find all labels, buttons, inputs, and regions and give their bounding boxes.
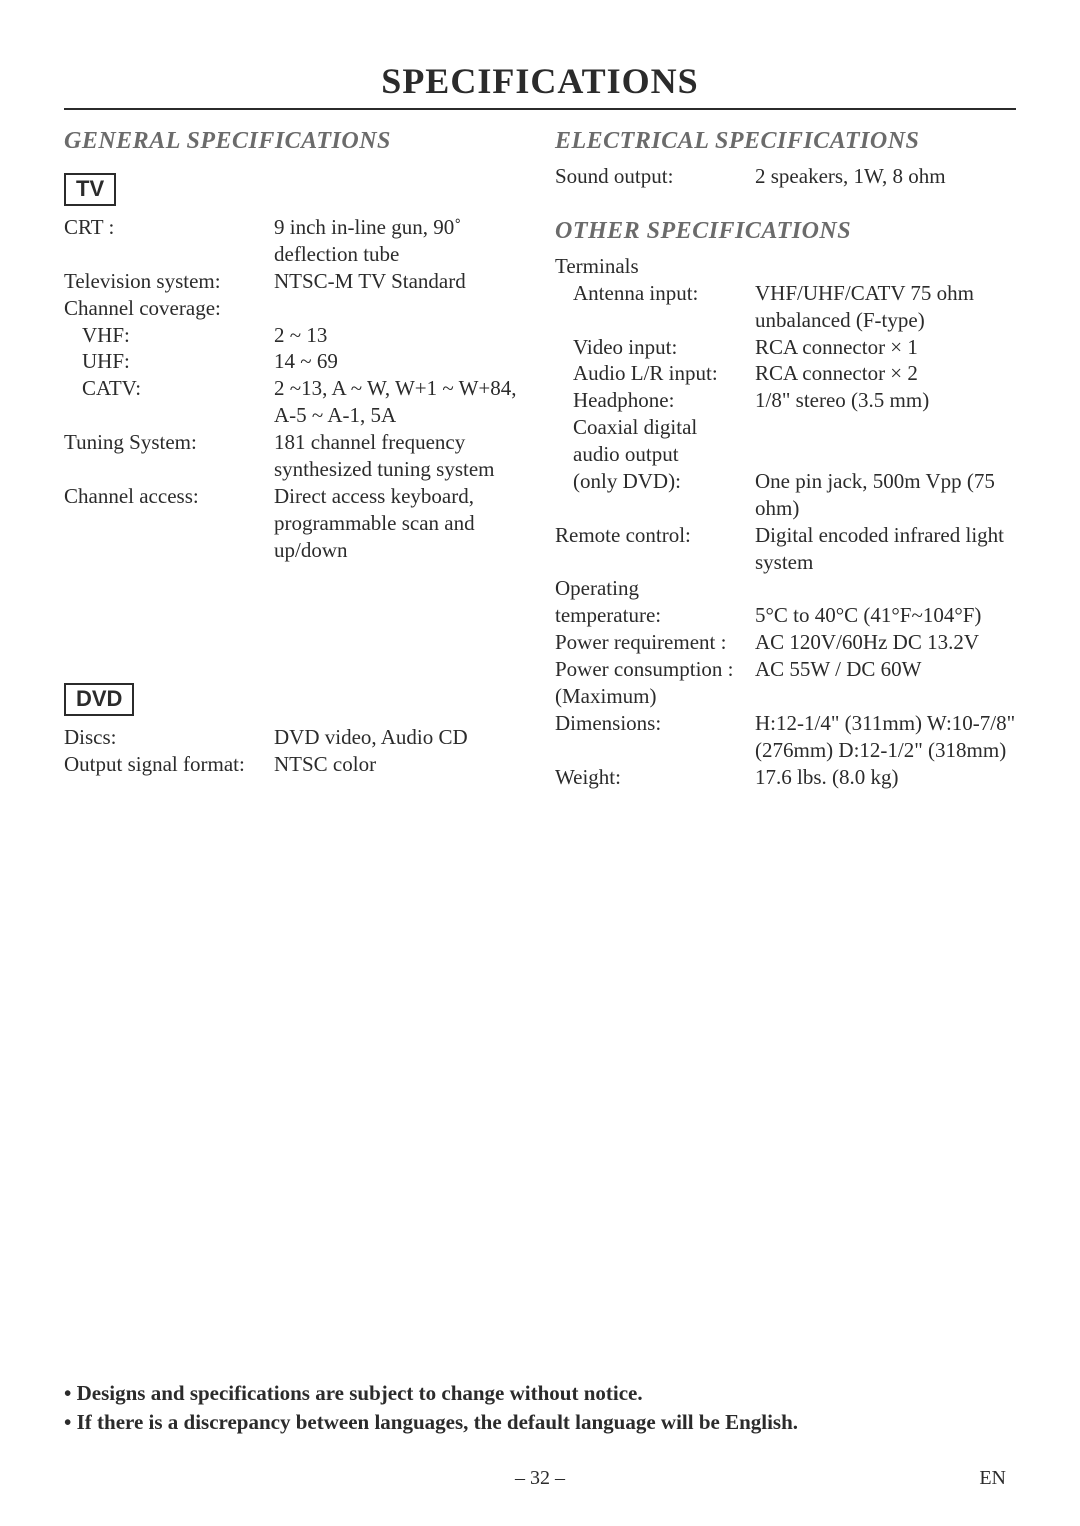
note-1: Designs and specifications are subject t…: [64, 1379, 798, 1407]
spec-label: temperature:: [555, 602, 755, 629]
spec-value: 17.6 lbs. (8.0 kg): [755, 764, 1016, 791]
general-spec-head: GENERAL SPECIFICATIONS: [64, 128, 525, 155]
note-2: If there is a discrepancy between langua…: [64, 1408, 798, 1436]
spec-label: audio output: [555, 441, 755, 468]
spec-vhf: VHF: 2 ~ 13: [64, 322, 525, 349]
spec-label: (Maximum): [555, 683, 755, 710]
footer-notes: Designs and specifications are subject t…: [64, 1379, 798, 1436]
spec-antenna: Antenna input: VHF/UHF/CATV 75 ohm unbal…: [555, 280, 1016, 334]
electrical-spec-head: ELECTRICAL SPECIFICATIONS: [555, 128, 1016, 155]
right-column: ELECTRICAL SPECIFICATIONS Sound output: …: [555, 128, 1016, 790]
spec-label: Video input:: [555, 334, 755, 361]
spec-value: One pin jack, 500m Vpp (75 ohm): [755, 468, 1016, 522]
spacer: [555, 190, 1016, 218]
spec-value: Direct access keyboard, programmable sca…: [274, 483, 525, 564]
spec-label: Audio L/R input:: [555, 360, 755, 387]
spec-label: Channel access:: [64, 483, 274, 564]
title-rule: [64, 108, 1016, 110]
spec-headphone: Headphone: 1/8" stereo (3.5 mm): [555, 387, 1016, 414]
spec-value: [755, 441, 1016, 468]
page-number: – 32 –: [515, 1467, 565, 1490]
spec-value: AC 120V/60Hz DC 13.2V: [755, 629, 1016, 656]
spec-value: [755, 253, 1016, 280]
spec-coax-2: audio output: [555, 441, 1016, 468]
spec-label: Headphone:: [555, 387, 755, 414]
other-spec-head: OTHER SPECIFICATIONS: [555, 218, 1016, 245]
spec-tv-system: Television system: NTSC-M TV Standard: [64, 268, 525, 295]
spec-value: 2 ~ 13: [274, 322, 525, 349]
spec-uhf: UHF: 14 ~ 69: [64, 348, 525, 375]
spec-value: 5°C to 40°C (41°F~104°F): [755, 602, 1016, 629]
spec-label: Remote control:: [555, 522, 755, 576]
spec-value: 1/8" stereo (3.5 mm): [755, 387, 1016, 414]
spec-value: NTSC color: [274, 751, 525, 778]
spec-power-cons-2: (Maximum): [555, 683, 1016, 710]
spec-label: Coaxial digital: [555, 414, 755, 441]
spec-crt: CRT : 9 inch in-line gun, 90˚ deflection…: [64, 214, 525, 268]
page-title: SPECIFICATIONS: [64, 60, 1016, 102]
spec-coax-3: (only DVD): One pin jack, 500m Vpp (75 o…: [555, 468, 1016, 522]
spec-value: [755, 683, 1016, 710]
spec-label: VHF:: [64, 322, 274, 349]
spec-label: Dimensions:: [555, 710, 755, 764]
spec-weight: Weight: 17.6 lbs. (8.0 kg): [555, 764, 1016, 791]
spec-channel-access: Channel access: Direct access keyboard, …: [64, 483, 525, 564]
spec-value: 14 ~ 69: [274, 348, 525, 375]
spec-dimensions: Dimensions: H:12-1/4" (311mm) W:10-7/8" …: [555, 710, 1016, 764]
spec-value: [274, 295, 525, 322]
spec-value: [755, 575, 1016, 602]
tv-badge: TV: [64, 173, 116, 206]
spec-label: (only DVD):: [555, 468, 755, 522]
spec-label: Tuning System:: [64, 429, 274, 483]
language-code: EN: [979, 1467, 1006, 1490]
page-footer: – 32 – EN: [0, 1467, 1080, 1490]
spec-label: CATV:: [64, 375, 274, 429]
spec-label: Power requirement :: [555, 629, 755, 656]
spec-label: Antenna input:: [555, 280, 755, 334]
spec-catv: CATV: 2 ~13, A ~ W, W+1 ~ W+84, A-5 ~ A-…: [64, 375, 525, 429]
spec-label: Terminals: [555, 253, 755, 280]
spec-channel-coverage: Channel coverage:: [64, 295, 525, 322]
spec-value: Digital encoded infrared light system: [755, 522, 1016, 576]
spec-value: RCA connector × 1: [755, 334, 1016, 361]
spec-value: VHF/UHF/CATV 75 ohm unbalanced (F-type): [755, 280, 1016, 334]
spec-value: DVD video, Audio CD: [274, 724, 525, 751]
spec-value: 2 speakers, 1W, 8 ohm: [755, 163, 1016, 190]
spec-video-input: Video input: RCA connector × 1: [555, 334, 1016, 361]
spec-label: Weight:: [555, 764, 755, 791]
spec-op-temp-2: temperature: 5°C to 40°C (41°F~104°F): [555, 602, 1016, 629]
spec-label: Channel coverage:: [64, 295, 274, 322]
spec-value: 9 inch in-line gun, 90˚ deflection tube: [274, 214, 525, 268]
spacer: [64, 563, 525, 673]
spec-discs: Discs: DVD video, Audio CD: [64, 724, 525, 751]
spec-value: [755, 414, 1016, 441]
spec-label: CRT :: [64, 214, 274, 268]
spec-label: UHF:: [64, 348, 274, 375]
spec-value: 2 ~13, A ~ W, W+1 ~ W+84, A-5 ~ A-1, 5A: [274, 375, 525, 429]
spec-tuning: Tuning System: 181 channel frequency syn…: [64, 429, 525, 483]
spec-value: AC 55W / DC 60W: [755, 656, 1016, 683]
spec-value: H:12-1/4" (311mm) W:10-7/8" (276mm) D:12…: [755, 710, 1016, 764]
spec-label: Output signal format:: [64, 751, 274, 778]
spec-output-signal: Output signal format: NTSC color: [64, 751, 525, 778]
spec-sound-output: Sound output: 2 speakers, 1W, 8 ohm: [555, 163, 1016, 190]
content-columns: GENERAL SPECIFICATIONS TV CRT : 9 inch i…: [64, 128, 1016, 790]
spec-value: 181 channel frequency synthesized tuning…: [274, 429, 525, 483]
spec-coax-1: Coaxial digital: [555, 414, 1016, 441]
spec-audio-input: Audio L/R input: RCA connector × 2: [555, 360, 1016, 387]
spec-label: Operating: [555, 575, 755, 602]
left-column: GENERAL SPECIFICATIONS TV CRT : 9 inch i…: [64, 128, 525, 790]
spec-op-temp-1: Operating: [555, 575, 1016, 602]
spec-value: RCA connector × 2: [755, 360, 1016, 387]
spec-power-req: Power requirement : AC 120V/60Hz DC 13.2…: [555, 629, 1016, 656]
spec-label: Television system:: [64, 268, 274, 295]
spec-power-cons-1: Power consumption : AC 55W / DC 60W: [555, 656, 1016, 683]
spec-label: Sound output:: [555, 163, 755, 190]
spec-label: Discs:: [64, 724, 274, 751]
spec-terminals: Terminals: [555, 253, 1016, 280]
spec-value: NTSC-M TV Standard: [274, 268, 525, 295]
dvd-badge: DVD: [64, 683, 134, 716]
spec-remote: Remote control: Digital encoded infrared…: [555, 522, 1016, 576]
spec-label: Power consumption :: [555, 656, 755, 683]
